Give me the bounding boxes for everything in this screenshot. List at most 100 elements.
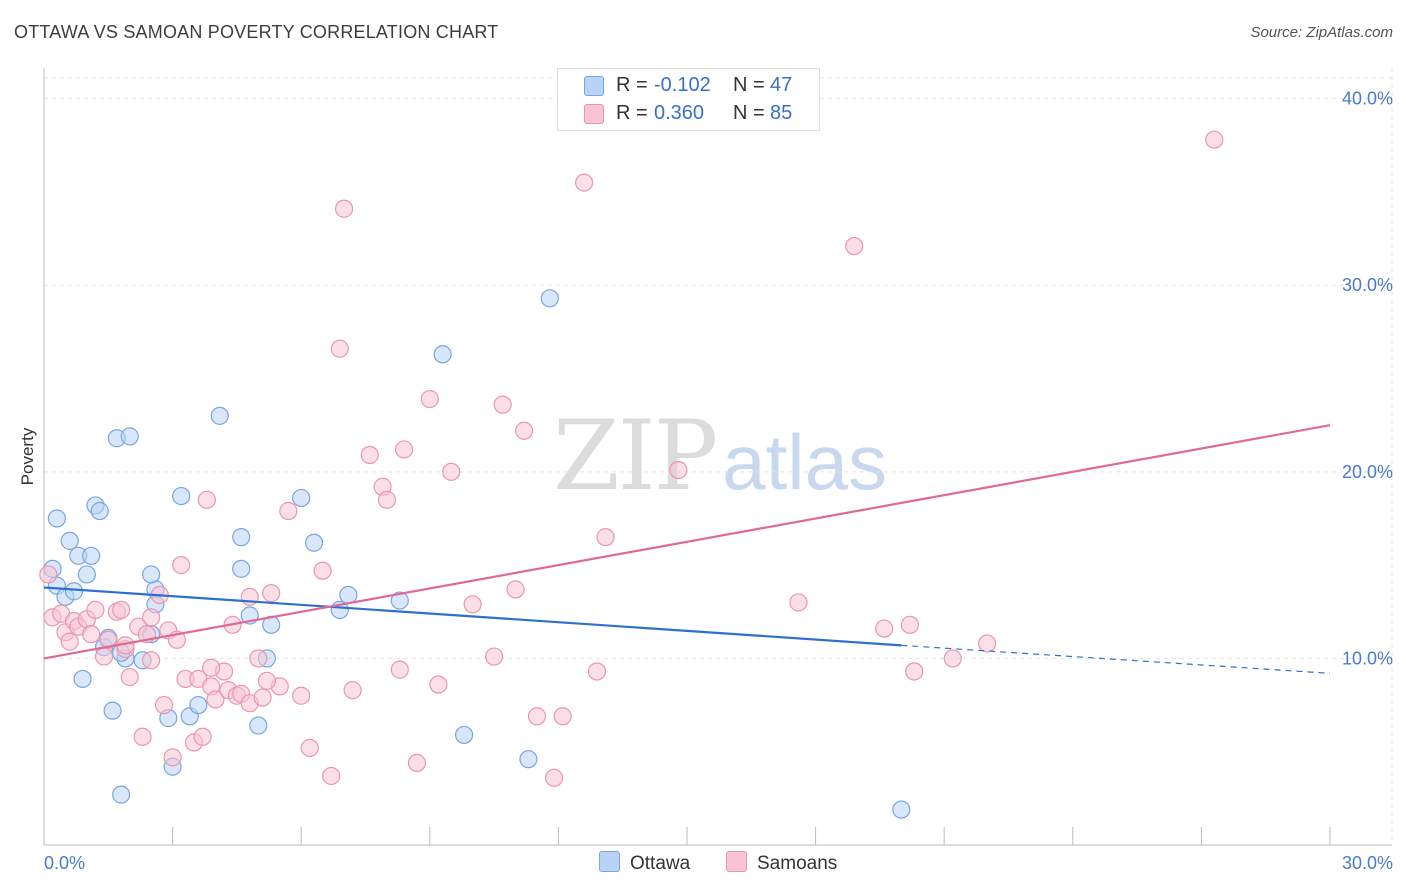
axis-layer	[43, 68, 1392, 846]
point-ottawa	[90, 501, 109, 521]
point-ottawa	[172, 486, 191, 506]
point-samoans	[249, 649, 268, 668]
bottom-label-samoans: Samoans	[757, 853, 838, 874]
point-ottawa	[454, 725, 474, 745]
point-samoans	[1205, 130, 1224, 149]
point-ottawa	[47, 509, 66, 528]
legend-swatch-ottawa	[584, 76, 604, 96]
point-ottawa	[232, 528, 251, 547]
point-ottawa	[60, 531, 79, 550]
point-ottawa	[304, 533, 324, 552]
trendline-samoans	[43, 424, 1331, 660]
point-samoans	[94, 647, 114, 666]
point-samoans	[575, 173, 594, 192]
point-samoans	[485, 647, 504, 666]
point-samoans	[360, 445, 379, 465]
point-ottawa	[189, 695, 208, 715]
point-ottawa	[82, 546, 101, 565]
point-samoans	[60, 632, 79, 651]
point-samoans	[545, 768, 564, 787]
point-samoans	[154, 695, 174, 715]
point-samoans	[596, 528, 615, 547]
y-axis-label: Poverty	[18, 427, 37, 485]
point-samoans	[900, 615, 920, 634]
point-samoans	[506, 580, 525, 599]
point-samoans	[343, 681, 362, 700]
point-samoans	[292, 686, 311, 705]
bottom-swatch-samoans	[726, 851, 747, 872]
bottom-swatch-ottawa	[599, 851, 620, 872]
point-samoans	[202, 658, 221, 677]
x-tick-label-min: 0.0%	[44, 853, 85, 873]
point-samoans	[99, 630, 118, 649]
correlation-legend: R = -0.102 N = 47 R = 0.360 N = 85	[557, 68, 820, 131]
point-samoans	[493, 395, 512, 414]
point-ottawa	[142, 565, 161, 584]
x-tick-label-max: 30.0%	[1342, 853, 1393, 873]
point-samoans	[390, 660, 409, 679]
bottom-label-ottawa: Ottawa	[630, 853, 691, 874]
point-samoans	[193, 727, 212, 746]
y-tick-label: 30.0%	[1342, 275, 1393, 295]
point-samoans	[300, 738, 319, 758]
point-samoans	[142, 608, 161, 627]
grid-layer	[44, 68, 1393, 845]
point-samoans	[420, 389, 439, 409]
point-samoans	[334, 199, 354, 218]
point-samoans	[845, 236, 864, 256]
bottom-legend-ottawa: Ottawa	[599, 851, 690, 875]
point-samoans	[112, 600, 131, 620]
watermark-zip: ZIP	[553, 400, 718, 512]
point-samoans	[905, 662, 924, 681]
point-samoans	[206, 690, 225, 709]
legend-r-value-ottawa: -0.102	[654, 74, 711, 96]
trendline-ottawa	[43, 586, 902, 647]
point-samoans	[279, 501, 298, 521]
point-ottawa	[210, 406, 229, 425]
label-layer: 10.0% 20.0% 30.0% 40.0% 0.0% 30.0% Poverty	[18, 89, 1393, 873]
point-samoans	[133, 727, 152, 746]
point-ottawa	[433, 345, 452, 364]
point-samoans	[322, 766, 341, 786]
point-samoans	[313, 561, 332, 580]
point-samoans	[407, 753, 427, 773]
point-ottawa	[232, 559, 251, 578]
y-tick-label: 20.0%	[1342, 462, 1393, 482]
point-samoans	[394, 440, 414, 459]
bottom-legend-samoans: Samoans	[726, 851, 837, 875]
legend-r-value-samoans: 0.360	[654, 102, 705, 124]
point-ottawa	[339, 585, 358, 605]
y-tick-label: 10.0%	[1342, 648, 1393, 668]
legend-n-label: N =	[733, 102, 765, 124]
point-ottawa	[64, 582, 84, 601]
point-ottawa	[540, 289, 559, 308]
point-samoans	[515, 421, 534, 440]
y-tick-label: 40.0%	[1342, 89, 1393, 109]
point-samoans	[463, 595, 482, 614]
point-samoans	[257, 671, 277, 690]
point-samoans	[789, 593, 808, 612]
point-samoans	[253, 688, 272, 707]
point-samoans	[142, 651, 161, 670]
legend-r-label: R =	[616, 74, 648, 96]
point-samoans	[429, 675, 448, 694]
point-samoans	[120, 667, 139, 687]
chart-title: OTTAWA VS SAMOAN POVERTY CORRELATION CHA…	[14, 22, 499, 42]
point-ottawa	[73, 669, 92, 689]
watermark-atlas: atlas	[722, 418, 887, 506]
point-samoans	[377, 490, 397, 509]
point-samoans	[553, 707, 572, 726]
point-samoans	[262, 584, 281, 603]
point-samoans	[527, 707, 547, 726]
point-ottawa	[77, 565, 96, 584]
point-samoans	[172, 556, 191, 575]
point-samoans	[82, 625, 101, 644]
point-ottawa	[103, 701, 122, 720]
point-samoans	[197, 490, 216, 509]
point-ottawa	[249, 716, 268, 735]
legend-r-label: R =	[616, 102, 648, 124]
point-ottawa	[892, 800, 911, 819]
point-ottawa	[519, 750, 538, 769]
point-samoans	[875, 619, 894, 638]
